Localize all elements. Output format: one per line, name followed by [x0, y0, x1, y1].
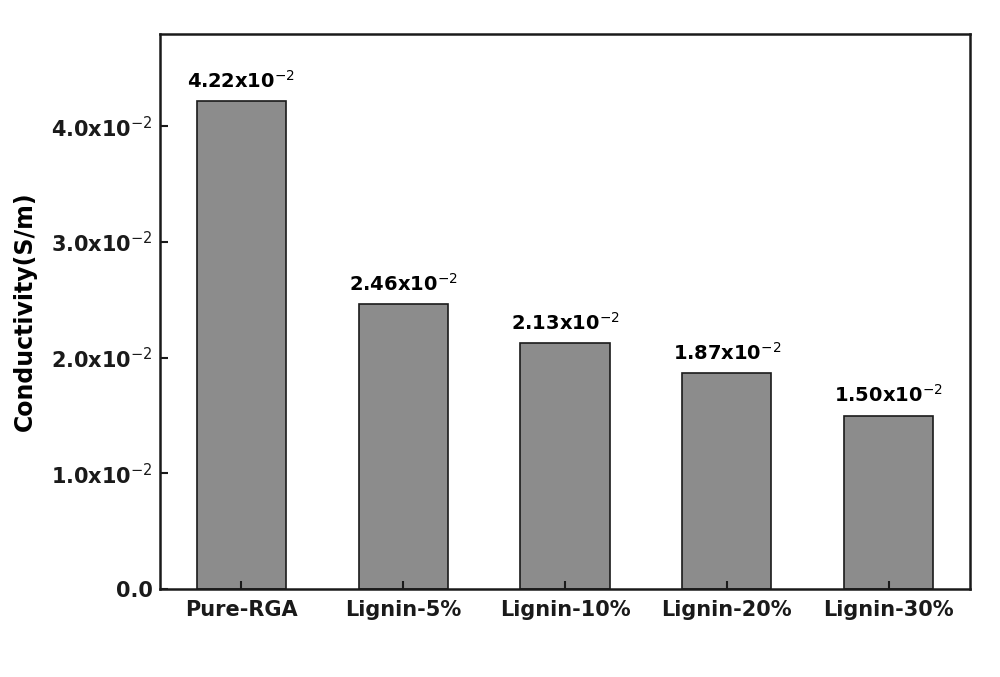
- Y-axis label: Conductivity(S/m): Conductivity(S/m): [13, 192, 37, 431]
- Bar: [682, 373, 771, 589]
- Text: 2.46x10$^{-2}$: 2.46x10$^{-2}$: [349, 274, 458, 295]
- Bar: [359, 305, 448, 589]
- Text: 4.22x10$^{-2}$: 4.22x10$^{-2}$: [187, 70, 295, 91]
- Bar: [520, 343, 610, 589]
- Text: 1.50x10$^{-2}$: 1.50x10$^{-2}$: [834, 385, 943, 406]
- Text: 2.13x10$^{-2}$: 2.13x10$^{-2}$: [511, 311, 619, 333]
- Bar: [197, 101, 286, 589]
- Bar: [844, 416, 933, 589]
- Text: 1.87x10$^{-2}$: 1.87x10$^{-2}$: [673, 342, 781, 364]
